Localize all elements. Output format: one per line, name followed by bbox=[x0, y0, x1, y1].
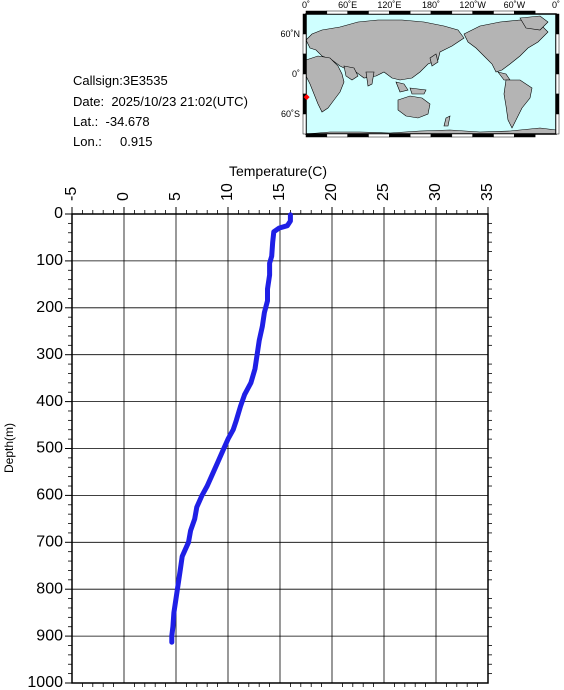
sea-islands bbox=[395, 81, 409, 93]
lat-line: Lat.: -34.678 bbox=[73, 114, 150, 130]
map-frame-segment-top bbox=[514, 10, 536, 15]
map-ticks bbox=[302, 10, 560, 138]
map-frame-segment-right bbox=[555, 113, 560, 135]
lon-value: 0.915 bbox=[119, 134, 153, 149]
lat-value: -34.678 bbox=[105, 114, 150, 129]
x-tick-label: 25 bbox=[375, 183, 392, 201]
x-tick-label: 5 bbox=[167, 192, 184, 201]
map-labels: 0˚ 60˚E 120˚E 180˚ 120˚W 60˚W 0˚ 60˚N 0˚ 60˚S bbox=[280, 0, 560, 119]
lon-line: Lon.: 0.915 bbox=[73, 134, 153, 150]
y-tick-label: 1000 bbox=[27, 674, 63, 690]
y-tick-label: 300 bbox=[36, 346, 63, 363]
chart-series bbox=[169, 212, 293, 645]
y-tick-label: 500 bbox=[36, 440, 63, 457]
greenland-landmass bbox=[519, 15, 549, 31]
map-lat-label: 60˚S bbox=[281, 109, 300, 119]
x-tick-label: -5 bbox=[63, 187, 80, 201]
x-tick-label: 20 bbox=[323, 183, 340, 201]
map-lat-label: 0˚ bbox=[292, 69, 300, 79]
lon-label: Lon.: bbox=[73, 134, 102, 149]
map-lon-label: 0˚ bbox=[302, 0, 310, 10]
chart-grid bbox=[71, 213, 489, 684]
date-line: Date: 2025/10/23 21:02(UTC) bbox=[73, 94, 248, 110]
lat-label: Lat.: bbox=[73, 114, 99, 129]
x-tick-label: 10 bbox=[219, 183, 236, 201]
arabia-landmass bbox=[343, 65, 359, 81]
callsign-label: Callsign: bbox=[73, 73, 123, 88]
map-lon-label: 120˚W bbox=[459, 0, 486, 10]
date-label: Date: bbox=[73, 94, 105, 109]
temperature-profile-line bbox=[169, 212, 293, 645]
new-zealand-islands bbox=[443, 115, 451, 127]
australia-landmass bbox=[397, 95, 431, 119]
x-tick-label: 35 bbox=[479, 183, 496, 201]
callsign-value: 3E3535 bbox=[122, 73, 168, 88]
eurasia-landmass bbox=[305, 19, 465, 81]
chart-ticks bbox=[65, 207, 492, 687]
plot-frame bbox=[71, 213, 489, 684]
x-tick-label: 15 bbox=[271, 183, 288, 201]
map-frame-segment-bottom bbox=[514, 133, 536, 138]
map-lon-label: 0˚ bbox=[552, 0, 560, 10]
north-america-landmass bbox=[463, 19, 549, 73]
indonesia-islands bbox=[409, 87, 427, 95]
callsign-line: Callsign:3E3535 bbox=[73, 73, 168, 89]
south-america-landmass bbox=[503, 79, 533, 129]
japan-islands bbox=[429, 53, 439, 67]
y-tick-label: 800 bbox=[36, 580, 63, 597]
y-tick-label: 400 bbox=[36, 393, 63, 410]
y-axis-label: Depth(m) bbox=[2, 423, 16, 473]
india-landmass bbox=[365, 71, 375, 87]
map-land bbox=[305, 15, 557, 135]
y-tick-label: 200 bbox=[36, 299, 63, 316]
chart-tick-labels: -5 0 5 10 15 20 25 30 35010020030040050060070080… bbox=[27, 183, 496, 690]
map-marker-group bbox=[303, 94, 310, 101]
map-lon-label: 60˚W bbox=[504, 0, 526, 10]
station-marker bbox=[303, 94, 310, 101]
y-tick-label: 100 bbox=[36, 252, 63, 269]
world-map: 0˚ 60˚E 120˚E 180˚ 120˚W 60˚W 0˚ 60˚N 0˚ 60˚S bbox=[280, 0, 560, 138]
africa-landmass bbox=[305, 55, 345, 113]
y-tick-label: 900 bbox=[36, 627, 63, 644]
x-tick-label: 30 bbox=[427, 183, 444, 201]
y-tick-label: 0 bbox=[54, 205, 63, 222]
y-tick-label: 600 bbox=[36, 487, 63, 504]
map-lon-label: 60˚E bbox=[338, 0, 357, 10]
map-lat-label: 60˚N bbox=[280, 29, 300, 39]
x-tick-label: 0 bbox=[115, 192, 132, 201]
x-axis-label: Temperature(C) bbox=[229, 163, 327, 179]
date-value: 2025/10/23 21:02(UTC) bbox=[111, 94, 248, 109]
y-tick-label: 700 bbox=[36, 534, 63, 551]
map-lon-label: 180˚ bbox=[422, 0, 440, 10]
map-frame-segment-left bbox=[302, 113, 307, 135]
map-lon-label: 120˚E bbox=[377, 0, 401, 10]
